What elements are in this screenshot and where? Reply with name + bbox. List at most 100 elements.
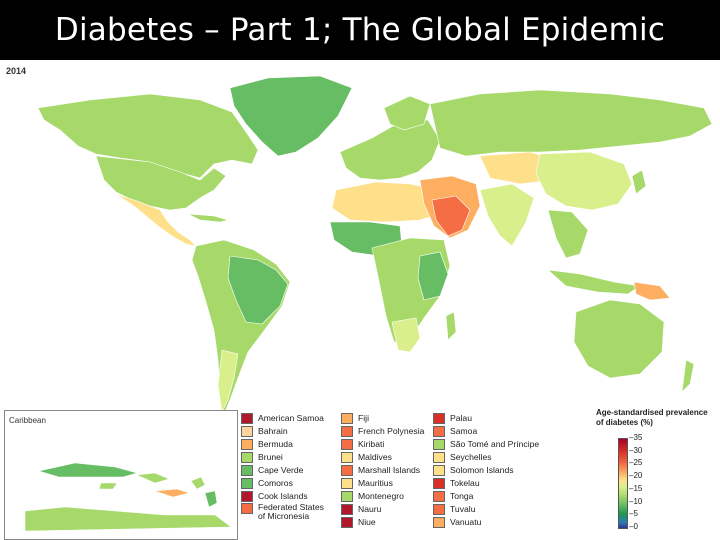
legend-swatch: [241, 426, 253, 437]
legend-item: Comoros: [241, 477, 293, 490]
region-southeast-asia: [547, 209, 589, 259]
legend-swatch: [433, 504, 445, 515]
legend-item: Vanuatu: [433, 516, 481, 529]
legend-label: Tonga: [450, 491, 474, 501]
legend-label: Tuvalu: [450, 504, 476, 514]
legend-item: Palau: [433, 412, 472, 425]
scale-tick-label: –20: [629, 471, 643, 481]
legend-label: Cook Islands: [258, 491, 308, 501]
legend-label: Montenegro: [358, 491, 404, 501]
region-scandinavia: [383, 95, 431, 131]
legend-swatch: [241, 503, 253, 514]
legend-item: Kiribati: [341, 438, 384, 451]
region-brazil: [227, 255, 289, 325]
legend-swatch: [241, 465, 253, 476]
map-year-label: 2014: [6, 66, 26, 76]
legend-label: Marshall Islands: [358, 465, 421, 475]
legend-swatch: [341, 504, 353, 515]
slide-title-bar: Diabetes – Part 1; The Global Epidemic: [0, 0, 720, 60]
scale-tick-label: –25: [629, 458, 643, 468]
legend-label: Solomon Islands: [450, 465, 514, 475]
region-new-zealand: [681, 359, 695, 393]
legend-swatch: [341, 439, 353, 450]
legend-swatch: [433, 439, 445, 450]
world-map: 2014: [6, 66, 713, 416]
legend-item: Bermuda: [241, 438, 293, 451]
region-russia: [429, 89, 713, 157]
legend-label: Comoros: [258, 478, 293, 488]
legend-swatch: [433, 413, 445, 424]
legend-item: American Samoa: [241, 412, 324, 425]
legend-label: Mauritius: [358, 478, 393, 488]
legend-label: Seychelles: [450, 452, 492, 462]
legend-label: São Tomé and Príncipe: [450, 439, 540, 449]
legend-swatch: [341, 491, 353, 502]
legend-label: Bahrain: [258, 426, 288, 436]
legend-swatch: [433, 517, 445, 528]
legend-item: Solomon Islands: [433, 464, 514, 477]
prevalence-color-scale: Age-standardised prevalence of diabetes …: [596, 408, 716, 538]
region-south-asia: [479, 183, 535, 247]
region-arabia: [431, 195, 471, 237]
caribbean-inset-map: [24, 462, 232, 532]
legend-swatch: [433, 465, 445, 476]
legend-item: Montenegro: [341, 490, 404, 503]
legend-item: Cape Verde: [241, 464, 303, 477]
legend-item: French Polynesia: [341, 425, 424, 438]
legend-item: Tuvalu: [433, 503, 475, 516]
legend-swatch: [341, 452, 353, 463]
legend-item: Fiji: [341, 412, 369, 425]
legend-item: Marshall Islands: [341, 464, 420, 477]
legend-swatch: [433, 491, 445, 502]
legend-item: Bahrain: [241, 425, 288, 438]
legend-label: Vanuatu: [450, 517, 482, 527]
region-indonesia: [547, 269, 641, 295]
legend-item: Seychelles: [433, 451, 492, 464]
caribbean-inset: Caribbean: [4, 410, 238, 540]
region-australia: [573, 299, 665, 379]
legend-label: Kiribati: [358, 439, 385, 449]
region-madagascar: [445, 311, 457, 341]
legend-swatch: [241, 439, 253, 450]
legend-label: Maldives: [358, 452, 392, 462]
small-country-legend: American Samoa Bahrain Bermuda Brunei Cape V…: [241, 410, 541, 538]
legend-swatch: [433, 426, 445, 437]
scale-tick-label: –5: [629, 509, 638, 519]
scale-gradient-bar: [618, 438, 628, 529]
scale-tick-label: –0: [629, 522, 638, 531]
region-southern-africa: [391, 317, 421, 353]
scale-title: Age-standardised prevalence of diabetes …: [596, 408, 708, 427]
legend-swatch: [241, 413, 253, 424]
legend-swatch: [241, 491, 253, 502]
scale-tick-label: –10: [629, 496, 643, 506]
legend-item: Tonga: [433, 490, 473, 503]
legend-item: Brunei: [241, 451, 283, 464]
region-argentina: [217, 349, 239, 413]
region-caribbean: [187, 213, 230, 223]
legend-label: Fiji: [358, 413, 369, 423]
slide-title: Diabetes – Part 1; The Global Epidemic: [54, 12, 666, 48]
legend-label: Niue: [358, 517, 376, 527]
legend-label: Federated States of Micronesia: [258, 502, 324, 521]
legend-item: Mauritius: [341, 477, 393, 490]
legend-label: Cape Verde: [258, 465, 304, 475]
region-papua: [633, 281, 671, 301]
legend-item: Nauru: [341, 503, 381, 516]
legend-label: Brunei: [258, 452, 283, 462]
legend-label: Tokelau: [450, 478, 480, 488]
legend-item: Samoa: [433, 425, 477, 438]
legend-label: Palau: [450, 413, 472, 423]
legend-swatch: [341, 426, 353, 437]
legend-swatch: [433, 452, 445, 463]
region-usa: [95, 155, 227, 211]
scale-tick-label: –35: [629, 433, 643, 442]
world-map-panel: 2014 Caribbean American Samoa Bahrain Berm…: [0, 60, 720, 540]
legend-item: Niue: [341, 516, 376, 529]
region-greenland: [229, 75, 353, 157]
region-east-africa: [417, 251, 449, 301]
inset-label: Caribbean: [9, 416, 46, 425]
legend-item: Tokelau: [433, 477, 480, 490]
legend-label: Bermuda: [258, 439, 293, 449]
legend-item: Cook Islands: [241, 490, 308, 503]
legend-item: São Tomé and Príncipe: [433, 438, 539, 451]
